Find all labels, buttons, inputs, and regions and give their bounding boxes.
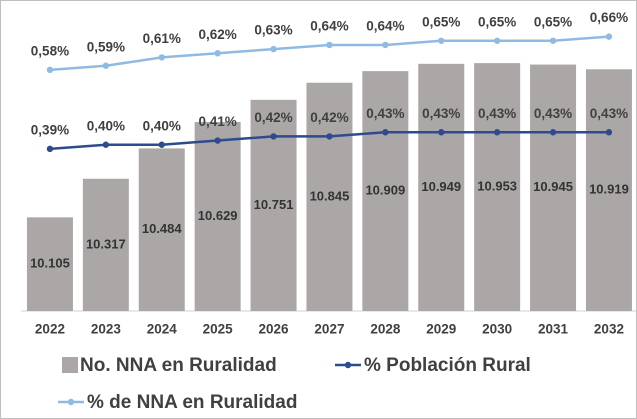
x-tick-label: 2029 bbox=[426, 322, 456, 337]
x-tick-label: 2028 bbox=[370, 322, 401, 337]
line-marker bbox=[46, 145, 54, 153]
line-marker bbox=[549, 129, 557, 136]
x-tick-label: 2023 bbox=[91, 322, 122, 337]
legend-swatch bbox=[62, 357, 78, 373]
line-value-label: 0,43% bbox=[478, 106, 516, 121]
line-value-label: 0,43% bbox=[422, 106, 460, 121]
bar bbox=[418, 63, 465, 311]
line-marker bbox=[214, 50, 221, 57]
bar-value-label: 10.953 bbox=[477, 178, 517, 193]
legend-label: % de NNA en Ruralidad bbox=[87, 392, 297, 413]
bar-value-label: 10.317 bbox=[86, 236, 126, 251]
x-tick-label: 2026 bbox=[259, 322, 290, 337]
bar bbox=[26, 217, 73, 311]
bar-value-label: 10.945 bbox=[533, 179, 573, 194]
line-value-label: 0,39% bbox=[31, 122, 69, 137]
x-tick-label: 2024 bbox=[147, 322, 178, 337]
line-marker bbox=[46, 66, 54, 74]
line-marker bbox=[158, 54, 165, 61]
line-marker bbox=[326, 133, 333, 140]
x-tick-label: 2025 bbox=[203, 322, 234, 337]
bar-value-label: 10.949 bbox=[421, 179, 461, 194]
bar bbox=[474, 63, 521, 312]
line-marker bbox=[382, 129, 389, 136]
bar bbox=[530, 64, 577, 311]
line-value-label: 0,42% bbox=[310, 110, 348, 125]
bar-value-label: 10.909 bbox=[365, 182, 405, 197]
line-value-label: 0,65% bbox=[478, 14, 516, 29]
x-tick-label: 2032 bbox=[594, 322, 624, 337]
bar-value-label: 10.484 bbox=[142, 221, 183, 236]
line-value-label: 0,58% bbox=[31, 43, 69, 58]
line-value-label: 0,64% bbox=[366, 19, 404, 34]
bar-value-label: 10.919 bbox=[589, 182, 629, 197]
line-marker bbox=[326, 41, 333, 49]
line-value-label: 0,41% bbox=[199, 114, 237, 129]
line-value-label: 0,40% bbox=[143, 118, 181, 133]
line-value-label: 0,43% bbox=[590, 106, 628, 121]
line-marker bbox=[549, 37, 557, 44]
legend-marker bbox=[344, 361, 352, 369]
line-marker bbox=[605, 33, 613, 40]
line-marker bbox=[493, 37, 501, 44]
line-marker bbox=[438, 129, 445, 136]
bar bbox=[306, 82, 353, 311]
line-marker bbox=[102, 141, 110, 148]
bar-value-label: 10.105 bbox=[30, 256, 70, 271]
line-marker bbox=[493, 129, 501, 136]
legend-label: % Población Rural bbox=[364, 355, 531, 376]
line-value-label: 0,42% bbox=[254, 110, 292, 125]
bar-value-label: 10.751 bbox=[254, 197, 294, 212]
line bbox=[49, 35, 610, 72]
bar-value-label: 10.629 bbox=[198, 208, 238, 223]
bar bbox=[194, 122, 241, 311]
bar bbox=[362, 71, 409, 311]
x-tick-label: 2031 bbox=[538, 322, 569, 337]
line-value-label: 0,43% bbox=[534, 106, 572, 121]
line-value-label: 0,65% bbox=[422, 14, 460, 29]
line-value-label: 0,64% bbox=[310, 19, 348, 34]
bar bbox=[138, 148, 185, 311]
x-tick-label: 2022 bbox=[35, 322, 65, 337]
line-marker bbox=[158, 141, 165, 148]
bar bbox=[82, 178, 129, 311]
bar-value-label: 10.845 bbox=[310, 188, 350, 203]
line-value-label: 0,61% bbox=[143, 31, 181, 46]
line-marker bbox=[605, 129, 613, 136]
line-value-label: 0,66% bbox=[590, 10, 628, 25]
line-value-label: 0,40% bbox=[87, 118, 125, 133]
line-value-label: 0,65% bbox=[534, 14, 572, 29]
line-value-label: 0,62% bbox=[199, 27, 237, 42]
line-value-label: 0,59% bbox=[87, 39, 125, 54]
bar bbox=[585, 69, 632, 312]
line-marker bbox=[270, 45, 277, 53]
line-marker bbox=[214, 137, 221, 144]
x-tick-label: 2027 bbox=[314, 322, 344, 337]
line-marker bbox=[438, 37, 445, 44]
line-marker bbox=[102, 62, 110, 69]
legend-marker bbox=[67, 398, 75, 406]
x-tick-label: 2030 bbox=[482, 322, 512, 337]
legend-label: No. NNA en Ruralidad bbox=[80, 355, 277, 376]
line-marker bbox=[270, 133, 277, 140]
line-value-label: 0,63% bbox=[254, 23, 292, 38]
line-value-label: 0,43% bbox=[366, 106, 404, 121]
line-marker bbox=[382, 41, 389, 49]
